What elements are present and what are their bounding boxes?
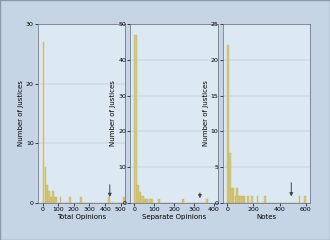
Y-axis label: Number of Justices: Number of Justices — [18, 80, 24, 146]
Bar — [251, 196, 253, 203]
Bar — [134, 35, 137, 203]
Bar — [235, 196, 236, 203]
Bar — [59, 197, 61, 203]
Bar — [264, 196, 266, 203]
Bar — [158, 199, 160, 203]
Bar — [137, 185, 139, 203]
Bar — [80, 197, 82, 203]
Bar — [299, 196, 300, 203]
Bar — [108, 197, 110, 203]
Bar — [238, 196, 240, 203]
Bar — [237, 188, 238, 203]
Bar — [45, 167, 46, 203]
Bar — [52, 191, 54, 203]
Bar — [244, 196, 246, 203]
Bar — [206, 199, 208, 203]
Bar — [233, 188, 235, 203]
Bar — [146, 199, 148, 203]
Bar — [50, 197, 52, 203]
Y-axis label: Number of Justices: Number of Justices — [203, 80, 209, 146]
Bar — [151, 199, 153, 203]
Bar — [256, 196, 258, 203]
Bar — [47, 185, 48, 203]
Bar — [248, 196, 249, 203]
Bar — [229, 153, 231, 203]
X-axis label: Notes: Notes — [256, 214, 277, 220]
Bar — [48, 191, 50, 203]
Bar — [54, 197, 55, 203]
Bar — [123, 197, 125, 203]
Bar — [139, 192, 141, 203]
Bar — [56, 197, 57, 203]
Bar — [182, 199, 184, 203]
Bar — [43, 42, 44, 203]
Bar — [231, 188, 233, 203]
Bar — [227, 45, 229, 203]
X-axis label: Total Opinions: Total Opinions — [57, 214, 106, 220]
Bar — [304, 196, 306, 203]
Bar — [242, 196, 244, 203]
Bar — [144, 199, 146, 203]
Bar — [69, 197, 71, 203]
Bar — [148, 199, 151, 203]
Bar — [142, 196, 144, 203]
Bar — [240, 196, 242, 203]
Y-axis label: Number of Justices: Number of Justices — [110, 80, 116, 146]
X-axis label: Separate Opinions: Separate Opinions — [142, 214, 206, 220]
